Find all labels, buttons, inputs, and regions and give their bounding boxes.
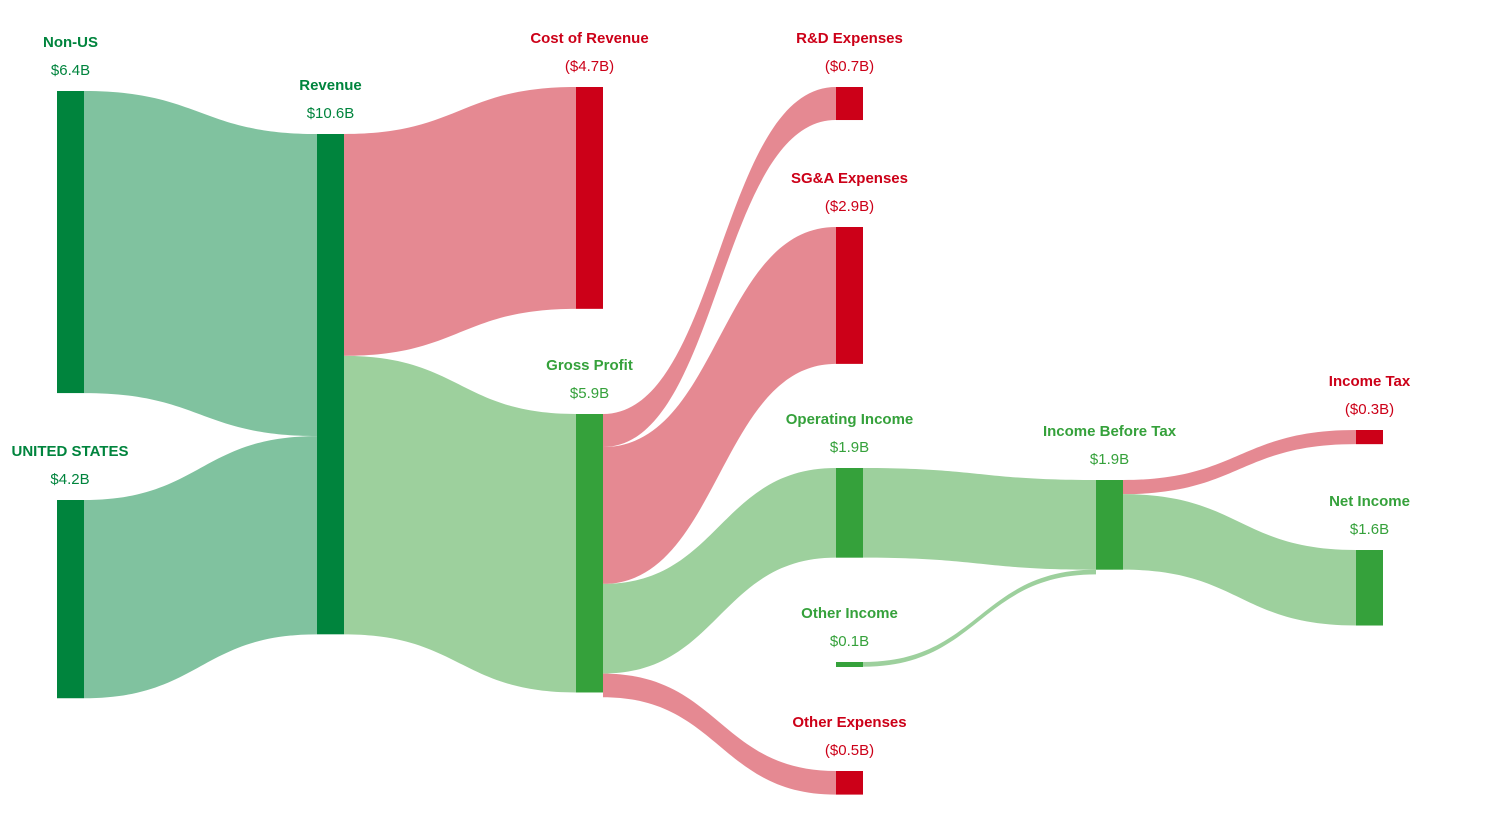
label-value-us: $4.2B xyxy=(50,471,89,488)
node-rd xyxy=(836,87,863,121)
node-non_us xyxy=(57,91,84,394)
link-gross_profit-to-rd xyxy=(603,87,836,448)
label-value-cost_of_revenue: ($4.7B) xyxy=(565,58,614,75)
node-us xyxy=(57,500,84,699)
link-income_before_tax-to-net_income xyxy=(1123,494,1356,626)
label-name-gross_profit: Gross Profit xyxy=(546,357,633,374)
link-non_us-to-revenue xyxy=(84,91,317,437)
label-name-rd: R&D Expenses xyxy=(796,30,903,47)
label-name-sga: SG&A Expenses xyxy=(791,170,908,187)
node-gross_profit xyxy=(576,414,603,693)
node-sga xyxy=(836,227,863,364)
label-value-income_before_tax: $1.9B xyxy=(1090,451,1129,468)
label-name-income_before_tax: Income Before Tax xyxy=(1043,423,1177,440)
node-revenue xyxy=(317,134,344,635)
label-value-rd: ($0.7B) xyxy=(825,58,874,75)
label-value-other_expenses: ($0.5B) xyxy=(825,742,874,759)
link-gross_profit-to-sga xyxy=(603,227,836,584)
node-other_income xyxy=(836,662,863,667)
link-income_before_tax-to-income_tax xyxy=(1123,430,1356,495)
node-other_expenses xyxy=(836,771,863,795)
node-operating_income xyxy=(836,468,863,558)
link-us-to-revenue xyxy=(84,436,317,699)
label-name-operating_income: Operating Income xyxy=(786,411,914,428)
label-name-net_income: Net Income xyxy=(1329,493,1410,510)
label-value-net_income: $1.6B xyxy=(1350,521,1389,538)
label-name-other_income: Other Income xyxy=(801,605,898,622)
node-cost_of_revenue xyxy=(576,87,603,309)
link-revenue-to-gross_profit xyxy=(344,355,576,693)
label-name-revenue: Revenue xyxy=(299,77,362,94)
label-name-other_expenses: Other Expenses xyxy=(792,714,906,731)
label-name-non_us: Non-US xyxy=(43,34,98,51)
label-name-cost_of_revenue: Cost of Revenue xyxy=(530,30,648,47)
node-income_before_tax xyxy=(1096,480,1123,570)
sankey-nodes xyxy=(57,87,1383,795)
label-value-revenue: $10.6B xyxy=(307,105,355,122)
label-name-us: UNITED STATES xyxy=(12,443,129,460)
link-other_income-to-income_before_tax xyxy=(863,569,1096,667)
sankey-labels: Non-US $6.4B UNITED STATES $4.2B Revenue $10.… xyxy=(12,30,1411,759)
label-value-income_tax: ($0.3B) xyxy=(1345,401,1394,418)
label-value-operating_income: $1.9B xyxy=(830,439,869,456)
label-name-income_tax: Income Tax xyxy=(1329,373,1411,390)
node-income_tax xyxy=(1356,430,1383,445)
label-value-non_us: $6.4B xyxy=(51,62,90,79)
label-value-sga: ($2.9B) xyxy=(825,198,874,215)
node-net_income xyxy=(1356,550,1383,626)
label-value-gross_profit: $5.9B xyxy=(570,385,609,402)
sankey-links xyxy=(84,87,1356,795)
link-revenue-to-cost_of_revenue xyxy=(344,87,576,356)
link-gross_profit-to-operating_income xyxy=(603,468,836,674)
link-operating_income-to-income_before_tax xyxy=(863,468,1096,570)
link-gross_profit-to-other_expenses xyxy=(603,673,836,795)
label-value-other_income: $0.1B xyxy=(830,633,869,650)
